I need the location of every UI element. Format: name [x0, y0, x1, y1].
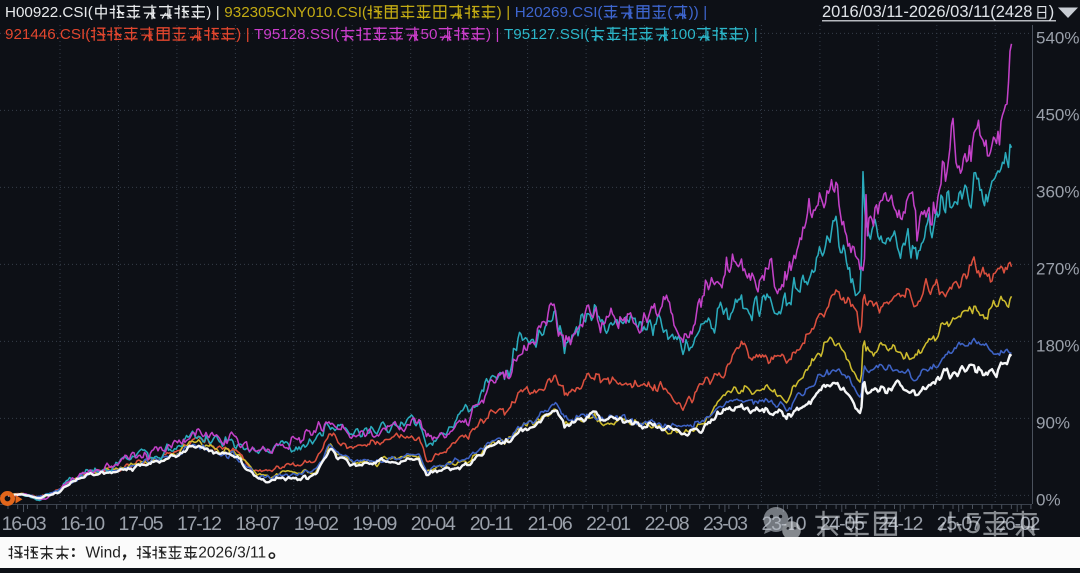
svg-text:16-03: 16-03 [2, 513, 46, 535]
svg-text:T95127.SSI(: T95127.SSI( [504, 26, 589, 43]
svg-text:270%: 270% [1036, 259, 1079, 278]
svg-text:|: | [246, 26, 250, 43]
svg-text:): ) [236, 26, 241, 43]
svg-text:360%: 360% [1036, 182, 1079, 201]
svg-text:932305CNY010.CSI(: 932305CNY010.CSI( [224, 4, 367, 21]
svg-text:): ) [497, 4, 502, 21]
svg-text:(: ( [667, 4, 672, 21]
svg-text:|: | [754, 26, 758, 43]
svg-text:16-10: 16-10 [60, 513, 105, 535]
svg-text:|: | [506, 4, 510, 21]
svg-text:540%: 540% [1036, 28, 1079, 47]
svg-text:90%: 90% [1036, 413, 1070, 432]
svg-text:21-06: 21-06 [528, 513, 572, 535]
svg-text:18-07: 18-07 [235, 513, 279, 535]
svg-text:921446.CSI(: 921446.CSI( [5, 26, 90, 43]
svg-text:180%: 180% [1036, 336, 1079, 355]
svg-text:22-08: 22-08 [645, 513, 689, 535]
svg-text:20-04: 20-04 [411, 513, 456, 535]
svg-text:|: | [216, 4, 220, 21]
svg-text:2026/3/11: 2026/3/11 [198, 545, 266, 562]
svg-text:): ) [206, 4, 211, 21]
svg-text:50: 50 [421, 26, 438, 43]
svg-text:|: | [496, 26, 500, 43]
svg-text:): ) [744, 26, 749, 43]
svg-text:17-12: 17-12 [177, 513, 221, 535]
svg-text:H00922.CSI(: H00922.CSI( [5, 4, 93, 21]
svg-text:100: 100 [670, 26, 695, 43]
svg-text:5: 5 [965, 508, 981, 540]
svg-text:0%: 0% [1036, 490, 1061, 509]
svg-text:2016/03/11-2026/03/11(2428: 2016/03/11-2026/03/11(2428 [822, 3, 1032, 21]
svg-text:17-05: 17-05 [118, 513, 163, 535]
svg-text:)): )) [689, 4, 699, 21]
svg-text:22-01: 22-01 [586, 513, 630, 535]
svg-text:19-09: 19-09 [352, 513, 396, 535]
svg-text:19-02: 19-02 [294, 513, 338, 535]
svg-text:T95128.SSI(: T95128.SSI( [254, 26, 339, 43]
svg-text:20-11: 20-11 [470, 513, 513, 535]
svg-text:25-07: 25-07 [937, 513, 981, 535]
svg-text:): ) [486, 26, 491, 43]
svg-text:Wind: Wind [86, 545, 121, 562]
svg-text:450%: 450% [1036, 105, 1079, 124]
svg-text:H20269.CSI(: H20269.CSI( [515, 4, 603, 21]
svg-text:): ) [1049, 3, 1055, 21]
svg-text:23-03: 23-03 [703, 513, 747, 535]
svg-text:|: | [703, 4, 707, 21]
